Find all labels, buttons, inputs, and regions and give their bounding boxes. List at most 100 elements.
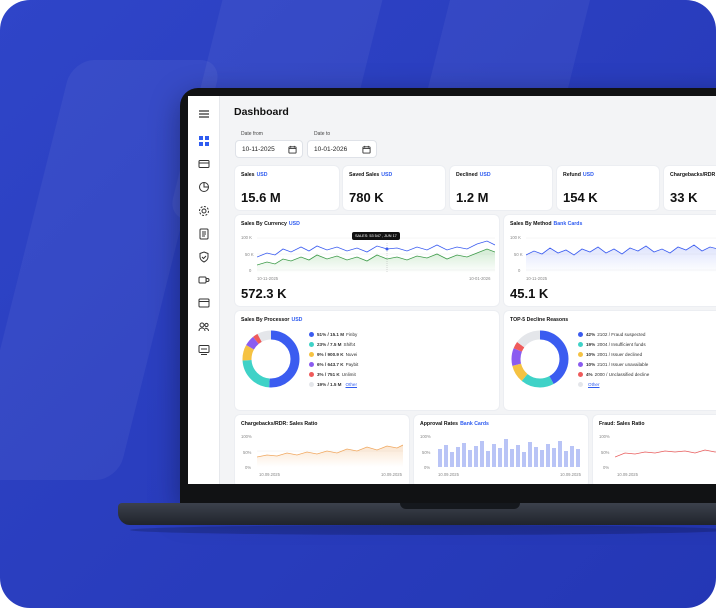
other-link[interactable]: Other <box>588 382 600 387</box>
x-tick: 10-11-2025 <box>257 276 279 281</box>
pie-chart-icon[interactable] <box>197 180 211 194</box>
dashboard-icon[interactable] <box>197 134 211 148</box>
kpi-value: 154 K <box>563 190 598 205</box>
laptop-notch <box>400 503 520 509</box>
legend-item: 9% / 900.9 K Nuvei <box>309 352 357 357</box>
document-icon[interactable] <box>197 227 211 241</box>
date-from-label: Date from <box>241 131 263 137</box>
page-title: Dashboard <box>234 106 289 118</box>
kpi-card-declined[interactable]: Declined USD 1.2 M <box>450 166 552 210</box>
legend-value: 42% <box>586 332 596 337</box>
key-icon[interactable] <box>197 273 211 287</box>
approval-rates-card[interactable]: Approval Rates Bank Cards 100% 50% 0% 10.… <box>414 415 588 484</box>
wallet-icon[interactable] <box>197 296 211 310</box>
y-tick: 50 K <box>514 252 523 257</box>
legend-value: 10% <box>586 362 596 367</box>
laptop-base <box>118 503 716 525</box>
y-tick: 0% <box>424 465 431 470</box>
legend-item: 6% / 643.7 K Paybit <box>309 362 358 367</box>
card-title-text: Sales By Processor <box>241 317 290 323</box>
legend-value: 6% / 643.7 K <box>317 362 344 367</box>
legend-value: 3% / 751 K <box>317 372 340 377</box>
legend-name: Unlimit <box>341 372 356 377</box>
chargebacks-line-chart <box>257 444 403 467</box>
kpi-card-chargebacks[interactable]: Chargebacks/RDR 33 K <box>664 166 716 210</box>
kpi-value: 15.6 M <box>241 190 281 205</box>
kpi-card-saved-sales[interactable]: Saved Sales USD 780 K <box>343 166 445 210</box>
legend-value: 10% <box>586 352 596 357</box>
card-icon[interactable] <box>197 157 211 171</box>
legend-name: 2000 / Unclassified decline <box>594 372 650 377</box>
kpi-card-sales[interactable]: Sales USD 15.6 M <box>235 166 339 210</box>
card-title-text: Sales By Method <box>510 221 552 227</box>
kpi-label: Refund USD <box>563 172 594 178</box>
y-tick: 0% <box>245 465 252 470</box>
x-tick: 10-01-2026 <box>469 276 491 281</box>
monitor-icon[interactable] <box>197 343 211 357</box>
users-icon[interactable] <box>197 320 211 334</box>
legend-value: 19% <box>586 342 596 347</box>
processor-donut-chart <box>242 330 300 388</box>
shield-icon[interactable] <box>197 250 211 264</box>
kpi-card-refund[interactable]: Refund USD 154 K <box>557 166 659 210</box>
date-to-value: 10-01-2026 <box>314 146 348 153</box>
other-link[interactable]: Other <box>345 382 358 387</box>
kpi-value: 780 K <box>349 190 384 205</box>
kpi-value: 1.2 M <box>456 190 489 205</box>
method-selector[interactable]: Bank Cards <box>553 221 583 227</box>
kpi-label-text: Declined <box>456 172 478 178</box>
legend-name: Paybit <box>345 362 359 367</box>
legend-value: 19% / 1.5 M <box>317 382 342 387</box>
calendar-icon[interactable] <box>362 145 371 154</box>
y-tick: 50 K <box>245 252 254 257</box>
legend-item: 42% 2102 / Fraud suspected <box>578 332 645 337</box>
currency-selector[interactable]: USD <box>291 317 303 323</box>
legend-item: 3% / 751 K Unlimit <box>309 372 356 377</box>
settings-icon[interactable] <box>197 204 211 218</box>
date-from-input[interactable]: 10-11-2025 <box>235 140 303 158</box>
legend-name: 2001 / Issuer declined <box>597 352 643 357</box>
kpi-currency: USD <box>582 172 594 178</box>
card-title: Approval Rates Bank Cards <box>420 421 489 427</box>
legend-name: Shift4 <box>343 342 356 347</box>
currency-selector[interactable]: USD <box>288 221 300 227</box>
chart-tooltip: SALES: 53 547 , JUN 17 <box>352 232 400 240</box>
card-title-text: Sales By Currency <box>241 221 287 227</box>
kpi-label: Sales USD <box>241 172 268 178</box>
menu-icon[interactable] <box>197 107 211 121</box>
sales-by-method-card[interactable]: Sales By Method Bank Cards 100 K 50 K 0 1… <box>504 215 716 306</box>
sales-by-currency-card[interactable]: Sales By Currency USD 100 K 50 K 0 SALES:… <box>235 215 499 306</box>
x-tick: 10.09.2025 <box>617 472 638 477</box>
legend-item: 51% / 15.1 M Finby <box>309 332 357 337</box>
card-title: TOP-5 Decline Reasons <box>510 317 569 323</box>
card-title: Sales By Processor USD <box>241 317 302 323</box>
date-to-label: Date to <box>314 131 331 137</box>
y-tick: 100% <box>599 434 610 439</box>
legend-item: 10% 2001 / Issuer declined <box>578 352 642 357</box>
y-tick: 100 K <box>241 235 252 240</box>
calendar-icon[interactable] <box>288 145 297 154</box>
kpi-currency: USD <box>256 172 268 178</box>
date-to-input[interactable]: 10-01-2026 <box>307 140 377 158</box>
legend-value: 23% / 7.5 M <box>317 342 342 347</box>
sales-by-processor-card[interactable]: Sales By Processor USD 51% / 15.1 M Finby … <box>235 311 499 410</box>
currency-total: 572.3 K <box>241 286 287 301</box>
sidebar <box>188 96 220 484</box>
method-selector[interactable]: Bank Cards <box>460 421 489 427</box>
kpi-currency: USD <box>381 172 393 178</box>
approval-bar-chart <box>438 439 580 467</box>
card-title-text: Approval Rates <box>420 421 459 427</box>
fraud-ratio-card[interactable]: Fraud: Sales Ratio 100% 50% 0% 10.09.202… <box>593 415 716 484</box>
legend-item: 10% 2101 / Issuer unavailable <box>578 362 648 367</box>
chargebacks-ratio-card[interactable]: Chargebacks/RDR: Sales Ratio 100% 50% 0%… <box>235 415 409 484</box>
kpi-label-text: Chargebacks/RDR <box>670 172 716 178</box>
decline-reasons-card[interactable]: TOP-5 Decline Reasons 42% 2102 / Fraud su… <box>504 311 716 410</box>
y-tick: 0 <box>518 268 521 273</box>
card-title: Sales By Method Bank Cards <box>510 221 582 227</box>
date-from-value: 10-11-2025 <box>242 146 275 153</box>
kpi-label-text: Sales <box>241 172 255 178</box>
legend-item: Other <box>578 382 600 387</box>
method-total: 45.1 K <box>510 286 549 301</box>
method-line-chart <box>526 237 716 273</box>
y-tick: 50% <box>422 450 431 455</box>
